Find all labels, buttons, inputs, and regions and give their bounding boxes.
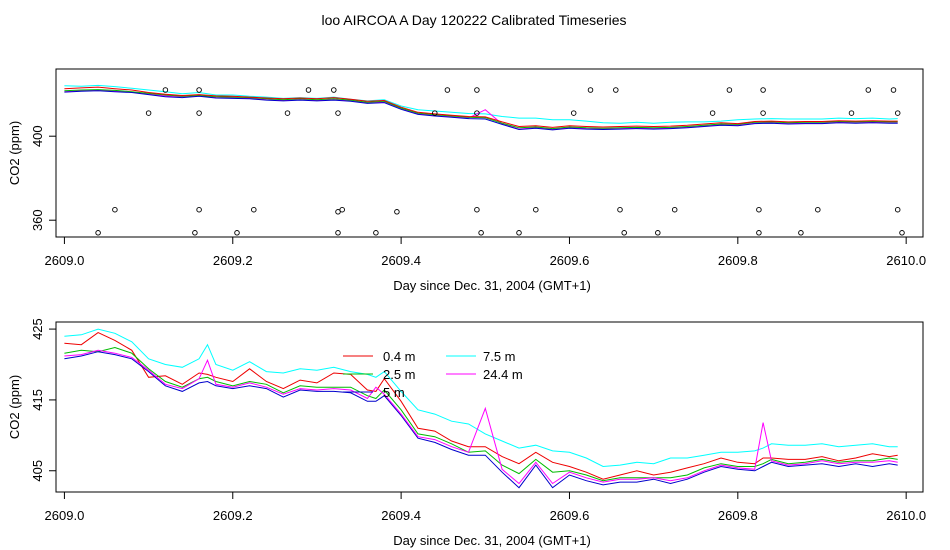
legend: 0.4 m 2.5 m 5 m 7.5 m 24.4 m — [343, 349, 523, 400]
scatter-point — [95, 230, 101, 236]
bottom-series-line-4 — [64, 328, 898, 468]
bottom-y-tick-label: 405 — [30, 460, 45, 482]
top-scatter-points — [95, 87, 905, 236]
scatter-point — [339, 206, 345, 213]
scatter-point — [394, 209, 400, 215]
scatter-point — [162, 87, 169, 93]
scatter-point — [335, 230, 341, 236]
scatter-point — [145, 110, 152, 116]
bottom-x-tick-label: 2609.4 — [381, 508, 421, 523]
scatter-point — [848, 110, 855, 116]
scatter-point — [865, 87, 872, 93]
scatter-point — [756, 206, 762, 213]
scatter-point — [478, 230, 484, 236]
top-y-tick-label: 400 — [30, 125, 45, 147]
bottom-series-line-2 — [64, 346, 898, 482]
bottom-y-axis: 405 415 425 — [30, 318, 56, 482]
scatter-point — [533, 206, 539, 213]
scatter-point — [251, 206, 257, 213]
scatter-point — [305, 87, 312, 93]
bottom-x-tick-label: 2609.0 — [45, 508, 85, 523]
top-x-tick-label: 2609.0 — [45, 253, 85, 268]
top-series-line-1 — [64, 84, 898, 124]
scatter-point — [671, 206, 678, 213]
scatter-point — [760, 87, 766, 93]
scatter-point — [196, 87, 202, 93]
top-series-line-3 — [64, 89, 898, 130]
scatter-point — [331, 87, 337, 93]
bottom-x-tick-label: 2609.2 — [213, 508, 253, 523]
top-y-axis-label: CO2 (ppm) — [7, 121, 22, 185]
scatter-point — [655, 230, 661, 236]
bottom-y-tick-label: 425 — [30, 318, 45, 340]
scatter-point — [196, 206, 202, 213]
scatter-point — [894, 206, 901, 213]
top-y-axis: 360 400 — [30, 125, 56, 231]
top-x-tick-label: 2609.8 — [718, 253, 758, 268]
scatter-point — [570, 110, 577, 116]
top-series-line-5 — [64, 90, 898, 131]
scatter-point — [798, 230, 804, 236]
scatter-point — [444, 87, 451, 93]
bottom-panel: 2609.0 2609.2 2609.4 2609.6 2609.8 2610.0 405… — [7, 318, 926, 548]
legend-label: 0.4 m — [383, 349, 416, 364]
top-y-tick-label: 360 — [30, 209, 45, 231]
legend-label: 24.4 m — [483, 367, 523, 382]
scatter-point — [756, 230, 762, 236]
top-x-tick-label: 2609.2 — [213, 253, 253, 268]
scatter-point — [196, 110, 202, 116]
bottom-x-tick-label: 2609.8 — [718, 508, 758, 523]
top-plot-frame — [55, 68, 924, 238]
bottom-series-line-3 — [64, 351, 898, 489]
top-x-tick-label: 2609.4 — [381, 253, 421, 268]
figure-title: loo AIRCOA A Day 120222 Calibrated Times… — [321, 12, 626, 28]
bottom-x-axis-label: Day since Dec. 31, 2004 (GMT+1) — [393, 533, 591, 548]
bottom-plot-frame — [55, 321, 924, 493]
scatter-point — [474, 87, 480, 93]
top-panel: 2609.0 2609.2 2609.4 2609.6 2609.8 2610.0 360… — [7, 68, 926, 293]
scatter-point — [760, 110, 766, 116]
top-series-lines — [64, 84, 898, 131]
bottom-y-tick-label: 415 — [30, 389, 45, 411]
top-x-axis-label: Day since Dec. 31, 2004 (GMT+1) — [393, 278, 591, 293]
scatter-point — [617, 206, 623, 213]
scatter-point — [890, 87, 897, 93]
scatter-point — [284, 110, 291, 116]
scatter-point — [516, 230, 522, 236]
scatter-point — [613, 87, 619, 93]
bottom-y-axis-label: CO2 (ppm) — [7, 375, 22, 439]
bottom-series-lines — [64, 328, 898, 489]
top-x-tick-label: 2610.0 — [886, 253, 926, 268]
scatter-point — [474, 206, 480, 213]
top-x-axis: 2609.0 2609.2 2609.4 2609.6 2609.8 2610.0 — [45, 237, 926, 268]
scatter-point — [726, 87, 733, 93]
scatter-point — [234, 230, 240, 236]
legend-label: 5 m — [383, 385, 405, 400]
scatter-point — [432, 110, 438, 116]
bottom-x-axis: 2609.0 2609.2 2609.4 2609.6 2609.8 2610.0 — [45, 492, 926, 523]
legend-label: 7.5 m — [483, 349, 516, 364]
top-x-tick-label: 2609.6 — [550, 253, 590, 268]
bottom-series-line-5 — [64, 349, 898, 485]
scatter-point — [815, 206, 821, 213]
scatter-point — [192, 230, 198, 236]
scatter-point — [899, 230, 905, 236]
scatter-point — [335, 209, 341, 215]
bottom-x-tick-label: 2610.0 — [886, 508, 926, 523]
scatter-point — [373, 230, 379, 236]
scatter-point — [335, 110, 341, 116]
scatter-point — [112, 206, 118, 213]
top-series-line-4 — [64, 86, 898, 128]
legend-label: 2.5 m — [383, 367, 416, 382]
bottom-x-tick-label: 2609.6 — [550, 508, 590, 523]
bottom-series-line-1 — [64, 332, 898, 480]
scatter-point — [474, 110, 480, 116]
scatter-point — [894, 110, 901, 116]
scatter-point — [709, 110, 716, 116]
scatter-point — [587, 87, 594, 93]
scatter-point — [621, 230, 627, 236]
